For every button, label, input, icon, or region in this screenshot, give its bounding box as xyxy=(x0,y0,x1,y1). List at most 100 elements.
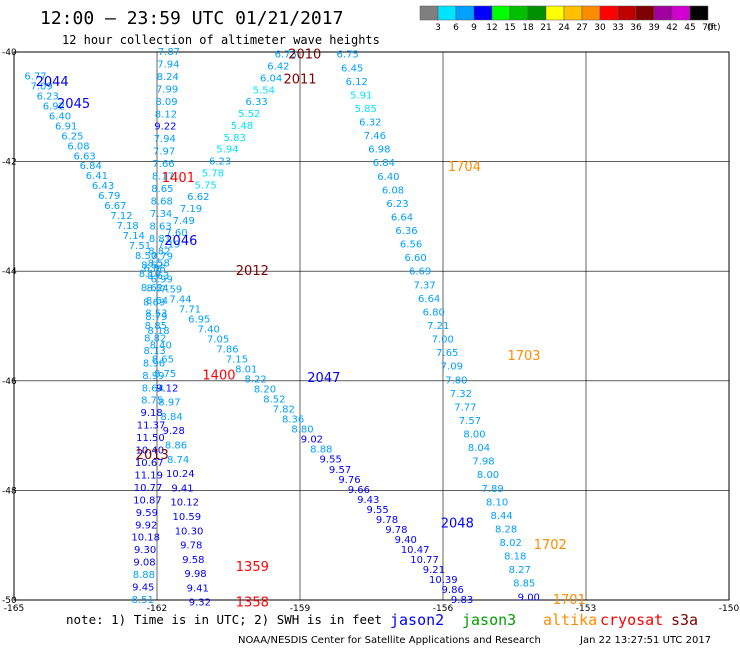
swh-value: 7.12 xyxy=(110,211,132,222)
swh-value: 7.14 xyxy=(123,231,145,242)
plot-frame xyxy=(13,51,730,601)
legend-tick-label: 36 xyxy=(630,23,642,33)
color-legend: 3 6 9 12 15 18 21 24 27 30 33 36 39 42 45 70 xyxy=(419,5,714,33)
swh-value: 7.86 xyxy=(216,345,238,356)
swh-value: 8.64 xyxy=(146,296,168,307)
swh-value: 9.18 xyxy=(141,408,163,419)
swh-value: 8.85 xyxy=(145,321,167,332)
swh-value: 6.23 xyxy=(386,199,408,210)
swh-value: 6.08 xyxy=(382,185,404,196)
swh-value: 5.54 xyxy=(253,85,275,96)
swh-value: 6.88 xyxy=(143,263,165,274)
swh-value: 8.81 xyxy=(149,234,171,245)
swh-value: 6.92 xyxy=(43,102,65,113)
swh-value: 8.22 xyxy=(244,375,266,386)
swh-value: 8.65 xyxy=(152,355,174,366)
swh-value: 8.84 xyxy=(160,412,182,423)
swh-value: 9.83 xyxy=(451,595,473,606)
swh-value: 9.12 xyxy=(156,383,178,394)
swh-value: 9.40 xyxy=(395,535,417,546)
legend-swatch xyxy=(563,5,583,21)
swh-value: 9.55 xyxy=(320,455,342,466)
swh-value: 8.58 xyxy=(148,259,170,270)
swh-value: 8.75 xyxy=(141,396,163,407)
swh-value: 9.59 xyxy=(136,508,158,519)
swh-value: 11.37 xyxy=(137,421,166,432)
swh-value: 6.77 xyxy=(24,72,46,83)
swh-value: 8.18 xyxy=(504,552,526,563)
swh-value: 8.88 xyxy=(310,445,332,456)
swh-value: 10.77 xyxy=(410,555,439,566)
swh-value: 6.56 xyxy=(400,240,422,251)
swh-value: 8.28 xyxy=(495,524,517,535)
swh-value: 6.04 xyxy=(260,73,282,84)
track-label: 1401 xyxy=(162,171,195,186)
swh-value: 6.75 xyxy=(337,50,359,61)
swh-value: 10.87 xyxy=(133,495,162,506)
axis-ticks: -165 -162 -159 -156 -153 -150 -40 -42 -44 -46 -48 -… xyxy=(2,48,739,614)
satellite-name: cryosat xyxy=(600,611,663,629)
swh-value: 7.60 xyxy=(165,228,187,239)
swh-value: 7.82 xyxy=(273,405,295,416)
swh-value: 7.49 xyxy=(173,216,195,227)
swh-value: 8.63 xyxy=(149,221,171,232)
swh-value: 6.84 xyxy=(373,158,395,169)
swh-values: 6.777.096.236.926.406.916.256.086.636.84… xyxy=(24,47,540,609)
swh-value: 7.18 xyxy=(117,221,139,232)
swh-value: 7.40 xyxy=(198,325,220,336)
swh-value: 9.86 xyxy=(442,585,464,596)
swh-value: 7.66 xyxy=(152,159,174,170)
legend-swatch xyxy=(689,5,709,21)
track-label: 1702 xyxy=(534,538,567,553)
swh-value: 6.67 xyxy=(104,201,126,212)
swh-value: 6.33 xyxy=(245,97,267,108)
swh-value: 5.78 xyxy=(202,168,224,179)
swh-value: 7.19 xyxy=(158,240,180,251)
swh-value: 7.94 xyxy=(157,59,179,70)
swh-value: 10.59 xyxy=(173,512,202,523)
legend-tick-label: 30 xyxy=(594,23,606,33)
swh-value: 9.02 xyxy=(301,435,323,446)
swh-value: 8.63 xyxy=(147,271,169,282)
track-label: 2046 xyxy=(164,234,197,249)
swh-value: 9.45 xyxy=(132,583,154,594)
legend-swatch xyxy=(527,5,547,21)
swh-value: 10.18 xyxy=(131,533,160,544)
swh-value: 8.13 xyxy=(143,346,165,357)
y-tick-label: -40 xyxy=(2,48,17,58)
x-tick-label: -150 xyxy=(719,604,740,614)
legend-swatch xyxy=(455,5,475,21)
swh-value: 8.74 xyxy=(167,455,189,466)
swh-value: 8.10 xyxy=(486,497,508,508)
swh-value: 8.00 xyxy=(463,430,485,441)
swh-value: 9.66 xyxy=(348,485,370,496)
y-tick-label: -44 xyxy=(2,267,17,277)
swh-value: 7.57 xyxy=(459,416,481,427)
swh-value: 6.43 xyxy=(92,181,114,192)
swh-value: 9.21 xyxy=(423,565,445,576)
swh-value: 6.91 xyxy=(55,121,77,132)
swh-value: 7.05 xyxy=(207,335,229,346)
swh-value: 10.77 xyxy=(134,483,163,494)
swh-value: 8.69 xyxy=(143,298,165,309)
swh-value: 5.91 xyxy=(350,90,372,101)
swh-value: 9.00 xyxy=(518,592,540,603)
swh-value: 5.94 xyxy=(216,145,238,156)
x-tick-label: -165 xyxy=(4,604,24,614)
swh-value: 8.12 xyxy=(155,109,177,120)
track-label: 2011 xyxy=(283,72,316,87)
swh-value: 6.79 xyxy=(98,191,120,202)
swh-value: 7.09 xyxy=(30,82,52,93)
swh-value: 6.25 xyxy=(61,131,83,142)
track-label: 2013 xyxy=(136,448,169,463)
swh-value: 10.47 xyxy=(401,545,430,556)
swh-value: 6.60 xyxy=(404,253,426,264)
swh-value: 8.00 xyxy=(477,470,499,481)
swh-value: 7.21 xyxy=(427,321,449,332)
swh-value: 9.78 xyxy=(180,541,202,552)
track-label: 1358 xyxy=(236,596,269,611)
swh-value: 8.50 xyxy=(135,251,157,262)
swh-value: 9.58 xyxy=(182,555,204,566)
swh-value: 10.40 xyxy=(136,446,165,457)
